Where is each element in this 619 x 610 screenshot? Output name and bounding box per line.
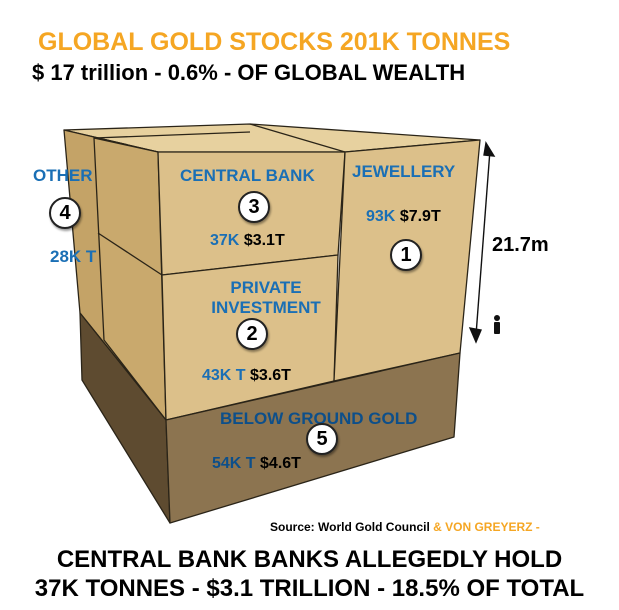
top-divider (249, 123, 346, 153)
title: GLOBAL GOLD STOCKS 201K TONNES (38, 28, 511, 56)
person-icon (494, 315, 500, 334)
private-investment-label: PRIVATE INVESTMENT (211, 278, 321, 317)
jewellery-values: 93K $7.9T (366, 208, 441, 225)
central-bank-number: 3 (238, 191, 270, 223)
height-arrow (468, 141, 496, 344)
jewellery-number: 1 (390, 239, 422, 271)
footer-line-1: CENTRAL BANK BANKS ALLEGEDLY HOLD (56, 546, 563, 573)
central-bank-label: CENTRAL BANK (180, 166, 315, 185)
other-tonnes: 28K T (50, 247, 97, 266)
below-ground-label: BELOW GROUND GOLD (220, 409, 418, 428)
private-investment-number: 2 (236, 318, 268, 350)
height-label: 21.7m (492, 234, 549, 256)
other-label: OTHER (33, 166, 93, 185)
central-bank-values: 37K $3.1T (210, 232, 285, 249)
footer-line-2: 37K TONNES - $3.1 TRILLION - 18.5% OF TO… (34, 575, 585, 602)
jewellery-label: JEWELLERY (352, 162, 456, 181)
private-investment-values: 43K T $3.6T (202, 367, 291, 384)
subtitle: $ 17 trillion - 0.6% - OF GLOBAL WEALTH (32, 60, 466, 85)
other-number: 4 (49, 197, 81, 229)
below-ground-values: 54K T $4.6T (212, 455, 301, 472)
below-ground-number: 5 (306, 423, 338, 455)
source-note: Source: World Gold Council & VON GREYERZ… (270, 520, 540, 534)
